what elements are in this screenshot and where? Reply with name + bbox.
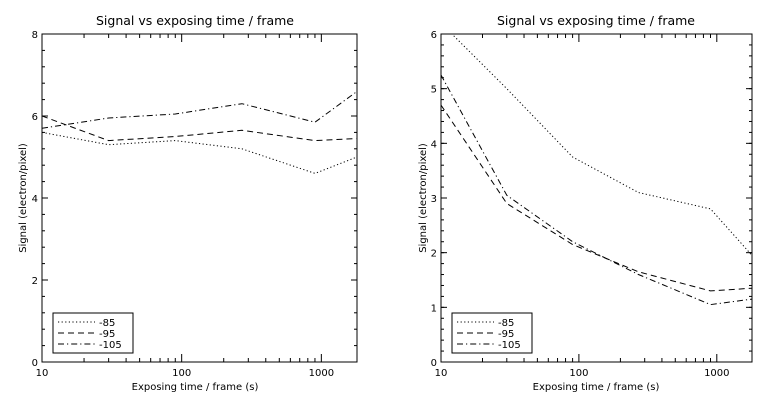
series-line--85 (451, 34, 752, 256)
y-tick-label: 4 (431, 139, 437, 150)
series-line--85 (42, 131, 357, 174)
legend-label: -85 (99, 318, 115, 329)
chart-title: Signal vs exposing time / frame (96, 13, 294, 28)
y-tick-label: 6 (32, 112, 38, 123)
y-tick-label: 1 (431, 303, 437, 314)
y-tick-label: 5 (431, 85, 437, 96)
x-tick-label: 1000 (309, 368, 334, 379)
legend-label: -105 (498, 340, 521, 351)
chart-left: Signal vs exposing time / frame Exposing… (18, 13, 358, 393)
x-tick-label: 10 (36, 368, 49, 379)
legend-label: -95 (498, 329, 514, 340)
y-tick-label: 8 (32, 30, 38, 41)
legend: -85-95-105 (52, 312, 134, 354)
legend: -85-95-105 (451, 312, 533, 354)
x-axis-label: Exposing time / frame (s) (132, 382, 259, 393)
y-tick-label: 2 (32, 276, 38, 287)
y-tick-label: 0 (431, 358, 437, 369)
y-tick-label: 4 (32, 194, 38, 205)
series-line--95 (441, 104, 752, 292)
x-tick-label: 1000 (704, 368, 729, 379)
y-tick-label: 0 (32, 358, 38, 369)
y-tick-label: 2 (431, 249, 437, 260)
x-tick-label: 100 (172, 368, 191, 379)
legend-label: -105 (99, 340, 122, 351)
series-line--105 (42, 90, 357, 129)
y-axis-label: Signal (electron/pixel) (418, 143, 429, 253)
series-line--105 (441, 74, 752, 306)
series-line--95 (42, 115, 357, 142)
legend-label: -95 (99, 329, 115, 340)
chart-title: Signal vs exposing time / frame (497, 13, 695, 28)
y-axis-label: Signal (electron/pixel) (18, 143, 29, 253)
x-tick-label: 10 (435, 368, 448, 379)
x-tick-label: 100 (569, 368, 588, 379)
x-axis-label: Exposing time / frame (s) (533, 382, 660, 393)
y-tick-label: 6 (431, 30, 437, 41)
legend-label: -85 (498, 318, 514, 329)
y-tick-label: 3 (431, 194, 437, 205)
chart-right: Signal vs exposing time / frame Exposing… (418, 13, 753, 393)
